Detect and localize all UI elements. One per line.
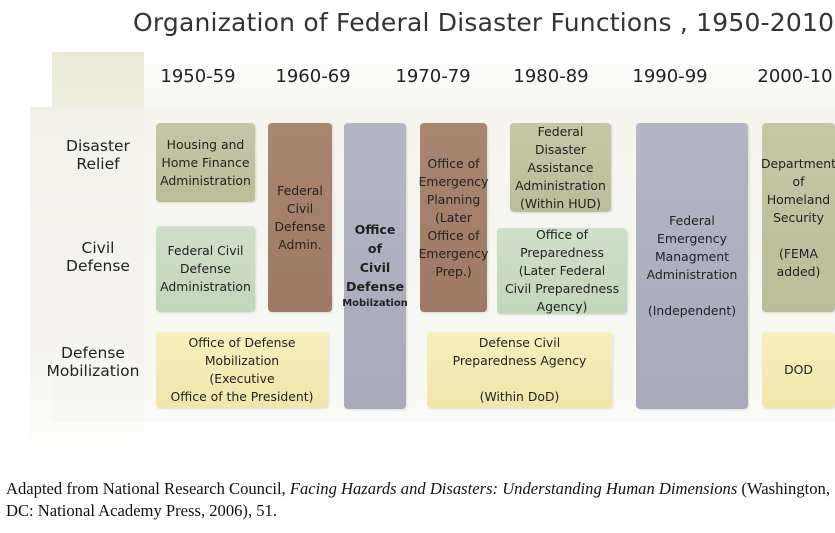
ocdm-tail-label: Mobilzation [342,298,408,309]
decade-1990s: 1990-99 [632,66,708,87]
box-dod: DOD [762,332,835,408]
box-office-emergency-planning: Office of Emergency Planning (Later Offi… [419,123,488,312]
decade-1950s: 1950-59 [160,66,236,87]
header-corner-cell [52,52,144,107]
box-office-of-preparedness: Office of Preparedness (Later Federal Ci… [497,227,627,314]
caption-suffix: (Washington, DC: National Academy Press,… [6,479,830,520]
caption-prefix: Adapted from National Research Council, [6,479,290,498]
diagram-title: Organization of Federal Disaster Functio… [133,8,835,37]
ocdm-main-label: Office of Civil Defense [345,222,405,294]
box-federal-civil-defense-admin-1960s: Federal Civil Defense Admin. [268,123,332,312]
box-federal-civil-defense-admin-1950s: Federal Civil Defense Administration [156,226,255,312]
row-label-column [30,107,144,457]
decade-1970s: 1970-79 [395,66,471,87]
decade-1960s: 1960-69 [275,66,351,87]
box-office-civil-defense-mobilization: Office of Civil Defense Mobilzation [342,123,408,409]
row-label-civil-defense: Civil Defense [66,239,130,275]
box-fema: Federal Emergency Managment Administrati… [636,123,748,409]
decade-header-band [52,52,835,107]
box-office-defense-mobilization: Office of Defense Mobilization (Executiv… [156,332,328,408]
row-label-defense-mobilization: Defense Mobilization [46,344,140,380]
box-department-homeland-security: Department of Homeland Security (FEMA ad… [761,123,835,312]
source-caption: Adapted from National Research Council, … [6,478,831,522]
decade-1980s: 1980-89 [513,66,589,87]
box-federal-disaster-assistance: Federal Disaster Assistance Administrati… [510,123,611,212]
row-label-disaster-relief: Disaster Relief [66,137,130,173]
box-defense-civil-preparedness: Defense Civil Preparedness Agency (Withi… [427,332,612,408]
decade-2000s: 2000-10 [757,66,833,87]
caption-book-title: Facing Hazards and Disasters: Understand… [289,479,738,498]
box-housing-home-finance: Housing and Home Finance Administration [156,123,255,202]
